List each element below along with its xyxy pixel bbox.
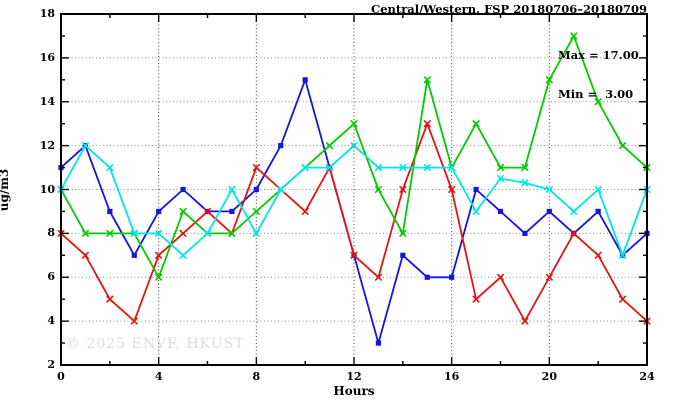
series-cyan [57, 141, 651, 260]
x-tick-label-12: 12 [346, 370, 362, 383]
x-tick-label-20: 20 [541, 370, 557, 383]
x-tick-label-8: 8 [252, 370, 261, 383]
y-tick-label-18: 18 [39, 7, 55, 20]
y-tick-label-6: 6 [47, 270, 55, 284]
x-tick-label-0: 0 [57, 370, 65, 383]
axes-and-ticks [60, 13, 648, 366]
chart-title: Central/Western, FSP 20180706–20180709 [371, 2, 647, 16]
x-axis-label: Hours [333, 384, 375, 398]
watermark: © 2025 ENVF, HKUST [66, 336, 245, 352]
y-axis-label: ug/m3 [0, 168, 11, 212]
y-tick-label-4: 4 [47, 314, 55, 328]
y-tick-label-16: 16 [39, 50, 55, 64]
y-tick-label-10: 10 [39, 182, 55, 196]
data-series [57, 32, 651, 346]
y-tick-label-8: 8 [47, 226, 55, 240]
x-tick-label-16: 16 [444, 370, 460, 383]
legend-min: Min = 3.00 [558, 87, 634, 101]
legend-max-min: Max = 17.00 Min = 3.00 [558, 23, 639, 127]
legend-max: Max = 17.00 [558, 48, 639, 62]
x-tick-label-24: 24 [639, 370, 655, 383]
x-tick-label-4: 4 [154, 370, 163, 383]
y-tick-label-12: 12 [39, 138, 55, 152]
y-tick-label-2: 2 [47, 358, 55, 371]
y-tick-label-14: 14 [39, 94, 55, 108]
